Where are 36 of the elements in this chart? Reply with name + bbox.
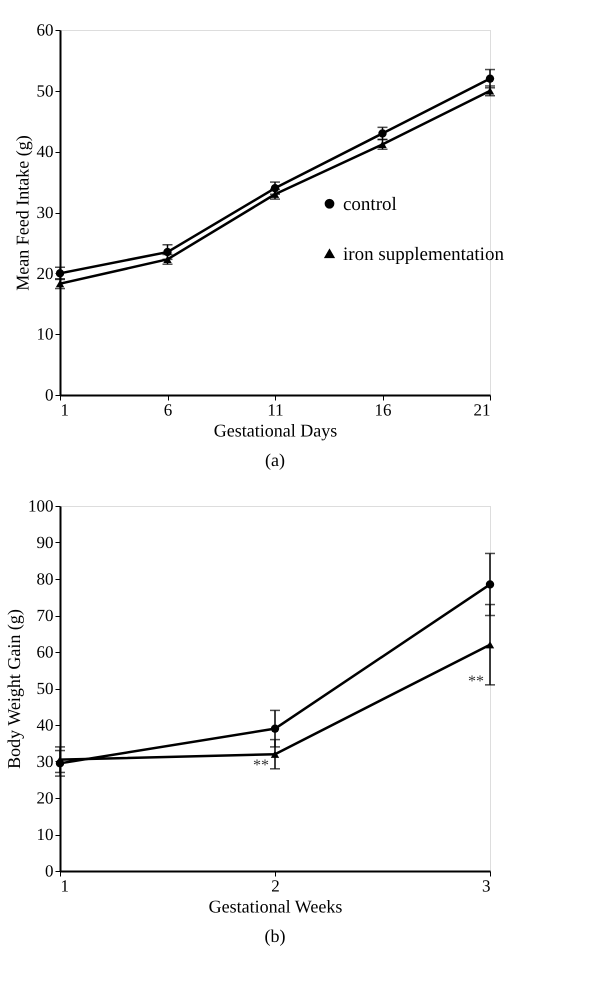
- y-tick-label: 90: [36, 533, 54, 552]
- y-tick-label: 10: [36, 825, 54, 844]
- text: (a): [265, 450, 285, 470]
- legend-label: iron supplementation: [343, 244, 504, 265]
- x-axis-title: Gestational Weeks: [208, 896, 342, 916]
- y-tick-label: 0: [45, 386, 54, 404]
- y-tick-label: 20: [36, 788, 54, 808]
- x-tick-label: 3: [482, 876, 490, 896]
- annotation: **: [253, 756, 269, 774]
- x-tick-label: 2: [271, 876, 280, 896]
- y-tick-label: 80: [36, 570, 54, 588]
- y-tick-label: 70: [36, 606, 54, 625]
- y-tick-label: 30: [36, 752, 54, 771]
- x-tick-label: 16: [374, 400, 392, 420]
- x-tick-label: 6: [164, 400, 172, 420]
- annotation: **: [468, 672, 484, 690]
- y-tick-label: 60: [36, 642, 54, 662]
- y-axis-title: Mean Feed Intake (g): [12, 135, 32, 291]
- y-tick-label: 50: [36, 81, 54, 100]
- y-tick-label: 40: [36, 142, 54, 162]
- y-axis-title: Body Weight Gain (g): [4, 609, 24, 769]
- x-tick-label: 11: [267, 400, 284, 420]
- y-tick-label: 30: [36, 203, 54, 222]
- y-tick-label: 50: [36, 679, 54, 698]
- x-axis-title: Gestational Days: [214, 420, 338, 440]
- y-tick-label: 60: [36, 20, 54, 40]
- x-tick-label: 1: [60, 400, 69, 420]
- text: (b): [264, 926, 286, 946]
- legend-label: control: [343, 194, 397, 215]
- x-tick-label: 21: [474, 400, 490, 420]
- y-tick-label: 20: [36, 264, 54, 283]
- y-tick-label: 0: [45, 862, 54, 880]
- y-tick-label: 40: [36, 716, 54, 734]
- y-tick-label: 100: [28, 496, 54, 516]
- x-tick-label: 1: [60, 876, 69, 896]
- y-tick-label: 10: [36, 324, 54, 344]
